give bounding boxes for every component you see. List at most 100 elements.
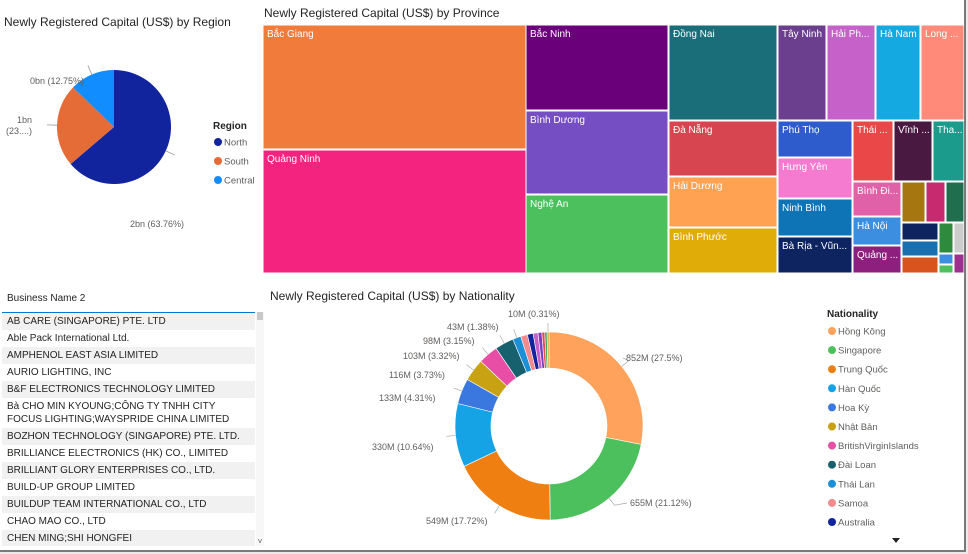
donut-leader-line (446, 435, 456, 437)
donut-slice[interactable] (549, 437, 642, 521)
treemap-tile[interactable]: Bình Đi... (852, 181, 902, 217)
treemap-tile-rect[interactable] (852, 181, 902, 217)
legend-item[interactable]: Samoa (838, 498, 869, 509)
treemap-tile[interactable]: Tây Ninh (777, 24, 827, 121)
table-row[interactable]: AURIO LIGHTING, INC (2, 364, 255, 381)
donut-slice[interactable] (546, 331, 550, 369)
treemap-tile-unlabeled[interactable] (938, 264, 954, 273)
treemap-tile-rect[interactable] (668, 24, 778, 121)
table-row[interactable]: CHEN MING;SHI HONGFEI (2, 530, 255, 546)
legend-item-north[interactable]: North (224, 138, 247, 149)
treemap-tile-unlabeled[interactable] (953, 222, 964, 254)
donut-slice[interactable] (548, 331, 644, 445)
donut-slice[interactable] (463, 450, 551, 521)
treemap-tile-rect[interactable] (826, 24, 876, 121)
treemap-tile-rect[interactable] (777, 120, 853, 158)
treemap-tile[interactable]: Tha... (932, 120, 964, 182)
legend-item-central[interactable]: Central (224, 176, 255, 187)
table-scrollbar[interactable]: ˅ (256, 312, 264, 546)
treemap-tile-rect[interactable] (777, 236, 853, 273)
table-row[interactable]: CHAO MAO CO., LTD (2, 513, 255, 530)
treemap-tile-rect[interactable] (777, 24, 827, 121)
table-row[interactable]: Bà CHO MIN KYOUNG;CÔNG TY TNHH CITY FOCU… (2, 398, 255, 428)
treemap-tile-unlabeled[interactable] (953, 253, 964, 273)
legend-item[interactable]: Thái Lan (838, 479, 875, 490)
treemap-tile-unlabeled[interactable] (901, 222, 939, 241)
treemap-tile[interactable]: Thái ... (852, 120, 894, 182)
legend-scroll-down-icon[interactable] (892, 538, 900, 543)
legend-item[interactable]: Singapore (838, 346, 881, 357)
treemap-tile[interactable]: Vĩnh ... (893, 120, 933, 182)
legend-item[interactable]: Hàn Quốc (838, 384, 881, 395)
treemap-tile-rect[interactable] (668, 120, 778, 177)
table-row[interactable]: BUILD-UP GROUP LIMITED (2, 479, 255, 496)
table-header[interactable]: Business Name 2 (2, 288, 255, 313)
treemap-tile-unlabeled[interactable] (938, 222, 954, 254)
treemap-tile[interactable]: Hà Nam (875, 24, 921, 121)
treemap-tile-rect[interactable] (777, 198, 853, 237)
treemap-tile[interactable]: Bắc Giang (262, 24, 527, 150)
treemap-tile-rect[interactable] (525, 194, 669, 273)
treemap-tile-rect[interactable] (852, 245, 902, 273)
table-row[interactable]: B&F ELECTRONICS TECHNOLOGY LIMITED (2, 381, 255, 398)
treemap-tile[interactable]: Nghệ An (525, 194, 669, 273)
treemap-tile-label: Quảng ... (857, 250, 898, 261)
treemap-tile-unlabeled[interactable] (901, 181, 926, 223)
pie-slice-south[interactable] (56, 87, 114, 164)
table-row[interactable]: BRILLIANT GLORY ENTERPRISES CO., LTD. (2, 462, 255, 479)
treemap-tile-rect[interactable] (893, 120, 933, 182)
treemap-tile[interactable]: Bắc Ninh (525, 24, 669, 111)
table-row[interactable]: Able Pack International Ltd. (2, 330, 255, 347)
treemap-tile-rect[interactable] (262, 149, 527, 273)
legend-item[interactable]: Hồng Kông (838, 327, 886, 338)
treemap-tile[interactable]: Bình Phước (668, 227, 778, 273)
treemap-tile-rect[interactable] (852, 120, 894, 182)
treemap-tile[interactable]: Long ... (920, 24, 964, 121)
treemap-tile-unlabeled[interactable] (925, 181, 946, 223)
treemap-tile-rect[interactable] (668, 176, 778, 228)
treemap-tile-unlabeled[interactable] (945, 181, 964, 223)
legend-marker (828, 441, 836, 450)
legend-item[interactable]: Hoa Kỳ (838, 403, 869, 414)
treemap-tile-rect[interactable] (262, 24, 527, 150)
table-row[interactable]: AB CARE (SINGAPORE) PTE. LTD (2, 313, 255, 330)
legend-item[interactable]: Nhật Bản (838, 422, 878, 433)
treemap-tile-unlabeled[interactable] (901, 240, 939, 257)
treemap-tile[interactable]: Quảng ... (852, 245, 902, 273)
legend-item-south[interactable]: South (224, 157, 249, 168)
treemap-tile[interactable]: Bình Dương (525, 110, 669, 195)
treemap-tile-rect[interactable] (920, 24, 964, 121)
legend-item[interactable]: BritishVirginIslands (838, 441, 919, 452)
treemap-tile[interactable]: Phú Thọ (777, 120, 853, 158)
table-row[interactable]: BUILDUP TEAM INTERNATIONAL CO., LTD (2, 496, 255, 513)
treemap-tile[interactable]: Hải Dương (668, 176, 778, 228)
legend-item[interactable]: Đài Loan (838, 460, 876, 471)
treemap-tile[interactable]: Hưng Yên (777, 157, 853, 199)
pie-slice-central[interactable] (73, 70, 114, 127)
province-treemap: Bắc Giang Quảng Ninh Bắc Ninh Bình Dương Ngh… (262, 24, 964, 273)
legend-item[interactable]: Australia (838, 518, 876, 529)
table-row[interactable]: AMPHENOL EAST ASIA LIMITED (2, 347, 255, 364)
table-row[interactable]: BOZHON TECHNOLOGY (SINGAPORE) PTE. LTD. (2, 428, 255, 445)
treemap-tile[interactable]: Bà Rịa - Vũn... (777, 236, 853, 273)
treemap-tile[interactable]: Ninh Bình (777, 198, 853, 237)
treemap-tile-rect[interactable] (932, 120, 964, 182)
scroll-down-arrow-icon[interactable]: ˅ (257, 537, 263, 546)
table-row[interactable]: BRILLIANCE ELECTRONICS (HK) CO., LIMITED (2, 445, 255, 462)
treemap-tile[interactable]: Hải Ph... (826, 24, 876, 121)
pie-slice-north[interactable] (70, 70, 171, 184)
treemap-tile-rect[interactable] (777, 157, 853, 199)
treemap-tile-rect[interactable] (852, 216, 902, 246)
treemap-tile-rect[interactable] (525, 24, 669, 111)
treemap-tile[interactable]: Đà Nẵng (668, 120, 778, 177)
treemap-tile-rect[interactable] (525, 110, 669, 195)
treemap-tile-rect[interactable] (875, 24, 921, 121)
treemap-tile-unlabeled[interactable] (901, 256, 939, 273)
treemap-tile-rect[interactable] (668, 227, 778, 273)
scrollbar-thumb[interactable] (257, 312, 263, 320)
treemap-tile[interactable]: Hà Nội (852, 216, 902, 246)
treemap-tile[interactable]: Đồng Nai (668, 24, 778, 121)
legend-item[interactable]: Trung Quốc (838, 365, 888, 376)
treemap-tile-unlabeled[interactable] (938, 253, 954, 265)
treemap-tile[interactable]: Quảng Ninh (262, 149, 527, 273)
